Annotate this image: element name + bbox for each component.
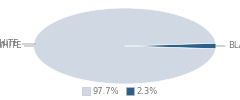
Text: WHITE: WHITE	[0, 42, 34, 50]
Wedge shape	[125, 43, 216, 49]
Wedge shape	[34, 8, 216, 84]
Legend: 97.7%, 2.3%: 97.7%, 2.3%	[82, 87, 158, 96]
Text: BLACK: BLACK	[216, 42, 240, 50]
Text: WHITE: WHITE	[0, 40, 36, 48]
